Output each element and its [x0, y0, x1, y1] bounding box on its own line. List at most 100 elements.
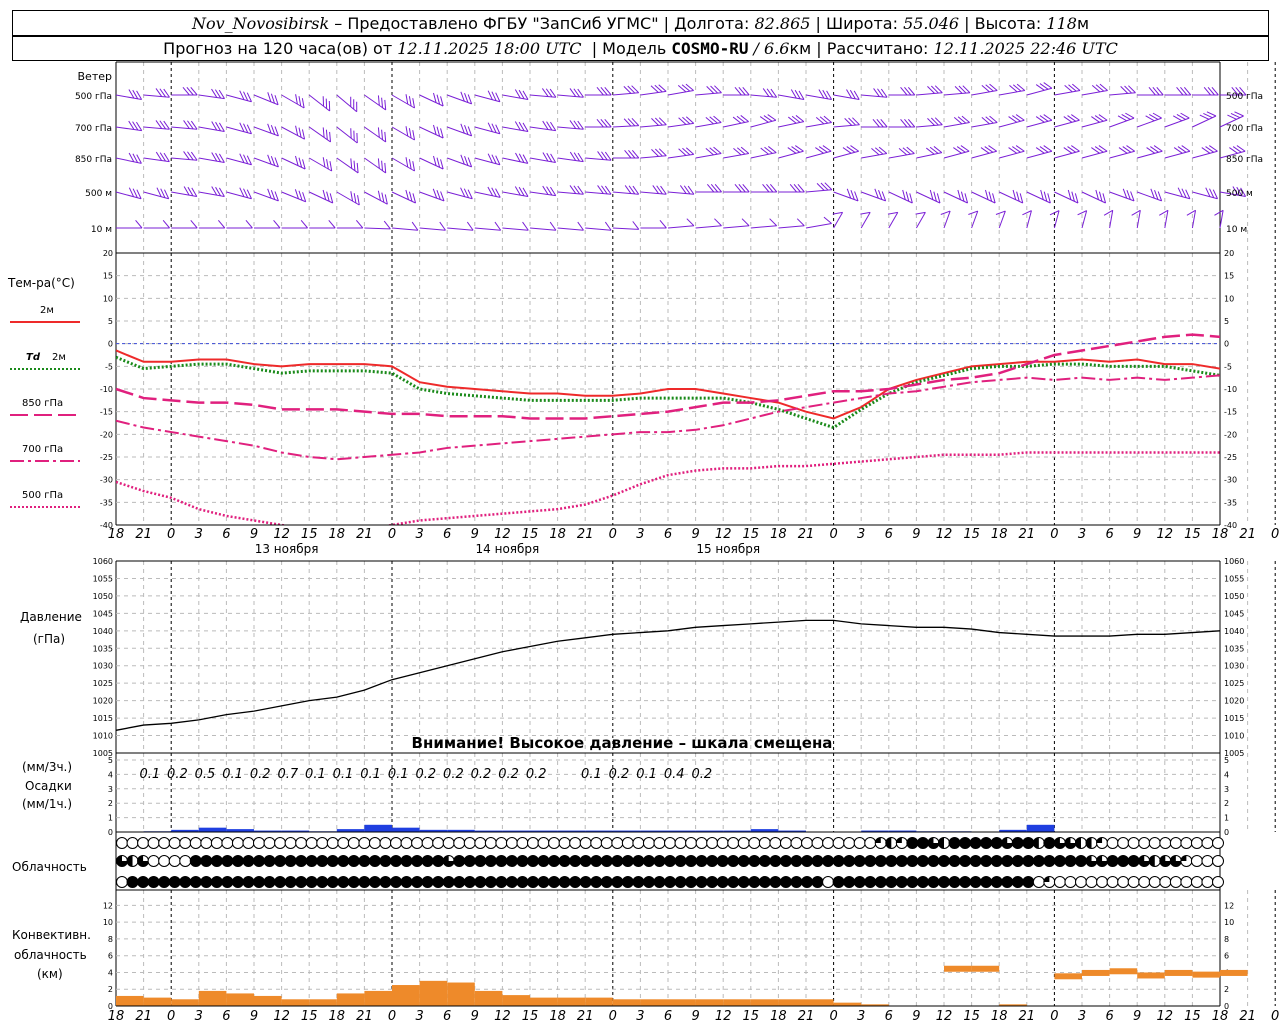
- convective-cloud-panel: 121210108866442200: [103, 890, 1276, 1011]
- wind-barb-feather: [183, 151, 190, 160]
- hour-tick-label: 6: [222, 527, 230, 542]
- wind-barb-feather: [906, 146, 915, 154]
- wind-barb-shaft: [999, 119, 1025, 128]
- cloud-cover-symbol: [316, 876, 329, 888]
- cloud-cover-symbol: [1212, 855, 1224, 867]
- precip-3h-label: 0.5: [195, 767, 216, 782]
- wind-barb-feather: [933, 191, 937, 202]
- wind-barb-feather: [1094, 115, 1104, 122]
- wind-barb-feather: [436, 126, 441, 137]
- convective-bar: [833, 1002, 862, 1006]
- wind-barb-feather: [651, 149, 659, 157]
- temp-series-4: [116, 451, 1220, 525]
- cloud-cover-symbol: [1212, 876, 1224, 888]
- wind-barb-feather: [136, 189, 142, 199]
- wind-barb-feather: [384, 99, 387, 110]
- cloud-cover-symbol: [980, 855, 993, 867]
- cloud-cover-fill: [1001, 837, 1013, 849]
- wind-barb-feather: [1019, 193, 1024, 204]
- hour-tick-label: 15: [963, 1009, 980, 1024]
- cloud-cover-symbol: [126, 837, 139, 849]
- wind-barb-feather: [849, 89, 856, 100]
- cloud-cover-symbol: [516, 855, 529, 867]
- wind-barb-feather: [601, 185, 608, 195]
- wind-barb-shaft: [281, 126, 305, 140]
- wind-barb-feather: [880, 88, 888, 98]
- convective-bar: [1109, 968, 1138, 975]
- wind-barb-feather: [797, 184, 805, 193]
- y-tick-left: 1030: [93, 662, 113, 671]
- cloud-cover-symbol: [1032, 876, 1045, 888]
- y-tick-right: 2: [1224, 985, 1229, 994]
- wind-barb-feather: [627, 118, 636, 127]
- hour-tick-label: 21: [798, 527, 815, 542]
- wind-barb-feather: [542, 152, 549, 162]
- wind-barb-feather: [740, 115, 749, 122]
- y-tick-left: -5: [105, 362, 113, 371]
- legend-label: 850 гПа: [22, 398, 63, 409]
- wind-barb-shaft: [364, 227, 391, 230]
- wind-barb-feather: [577, 152, 584, 162]
- wind-level-right: 700 гПа: [1226, 124, 1263, 134]
- wind-barb-feather: [1150, 188, 1155, 199]
- y-tick-right: 10: [1224, 918, 1234, 927]
- wind-barb-shaft: [391, 227, 418, 231]
- pressure-panel: 1060 1060 1055 1055 1050 1050 1045 1045 1040 1040…: [93, 557, 1276, 758]
- wind-barb-feather: [956, 146, 966, 153]
- wind-barb-feather: [985, 189, 989, 200]
- precip-3h-label: 0.1: [139, 767, 160, 782]
- cloud-cover-symbol: [1001, 876, 1014, 888]
- wind-barb-feather: [1176, 114, 1186, 120]
- wind-barb-feather: [159, 88, 167, 98]
- wind-barb-feather: [494, 221, 502, 231]
- wind-barb-shaft: [695, 152, 722, 159]
- cloud-cover-symbol: [284, 876, 297, 888]
- wind-barb-feather: [1043, 145, 1053, 152]
- cloud-cover-symbol: [527, 855, 539, 867]
- hour-tick-label: 12: [494, 527, 511, 542]
- wind-barb-feather: [658, 148, 667, 157]
- cloud-cover-symbol: [1106, 837, 1119, 849]
- wind-barb-feather: [218, 153, 225, 163]
- wind-barb-feather: [384, 131, 387, 142]
- panel-labels: Ветер 500 гПа 500 гПа 700 гПа 700 гПа 850 гПа…: [7, 70, 1263, 981]
- station-name: Nov_Novosibirsk: [191, 13, 330, 33]
- precip-bar: [392, 827, 420, 832]
- hour-tick-label: 0: [388, 527, 396, 542]
- wind-barb-feather: [440, 96, 444, 107]
- y-tick-right: 20: [1224, 249, 1234, 258]
- hour-tick-label: 12: [494, 1009, 511, 1024]
- hour-tick-label: 0: [609, 1009, 617, 1024]
- cloud-cover-symbol: [263, 876, 276, 888]
- wind-barb-feather: [190, 87, 198, 96]
- wind-barb-feather: [1148, 87, 1156, 96]
- cloud-cover-symbol: [1148, 837, 1161, 849]
- wind-barb-feather: [1203, 87, 1211, 96]
- cloud-cover-symbol: [1032, 855, 1045, 867]
- wind-barb-feather: [714, 85, 722, 94]
- cloud-cover-symbol: [1190, 837, 1203, 849]
- cloud-cover-symbol: [421, 837, 434, 849]
- y-tick-right: 1055: [1224, 574, 1244, 583]
- wind-barb-feather: [934, 117, 943, 126]
- wind-barb-feather: [929, 189, 934, 200]
- wind-barb-feather: [769, 218, 778, 227]
- precip-3h-label: 0.2: [443, 767, 464, 782]
- day-label: 14 ноября: [476, 542, 540, 556]
- cloud-cover-symbol: [158, 837, 171, 849]
- cloud-cover-symbol: [284, 837, 297, 849]
- precip-3h-label: 0.2: [691, 767, 712, 782]
- wind-barb-feather: [267, 123, 272, 134]
- wind-barb-feather: [1091, 116, 1100, 123]
- cloud-cover-symbol: [885, 855, 898, 867]
- wind-barb-feather: [854, 191, 859, 202]
- hour-tick-label: 18: [1212, 1009, 1229, 1024]
- wind-barb-feather: [1077, 210, 1087, 216]
- wind-barb-shaft: [943, 210, 951, 229]
- wind-barb-feather: [984, 146, 994, 153]
- cloud-cover-symbol: [253, 855, 265, 867]
- wind-barb-feather: [518, 121, 525, 132]
- wind-barb-feather: [1230, 112, 1241, 119]
- wind-barb-feather: [1067, 189, 1072, 200]
- hour-tick-label: 12: [1157, 527, 1174, 542]
